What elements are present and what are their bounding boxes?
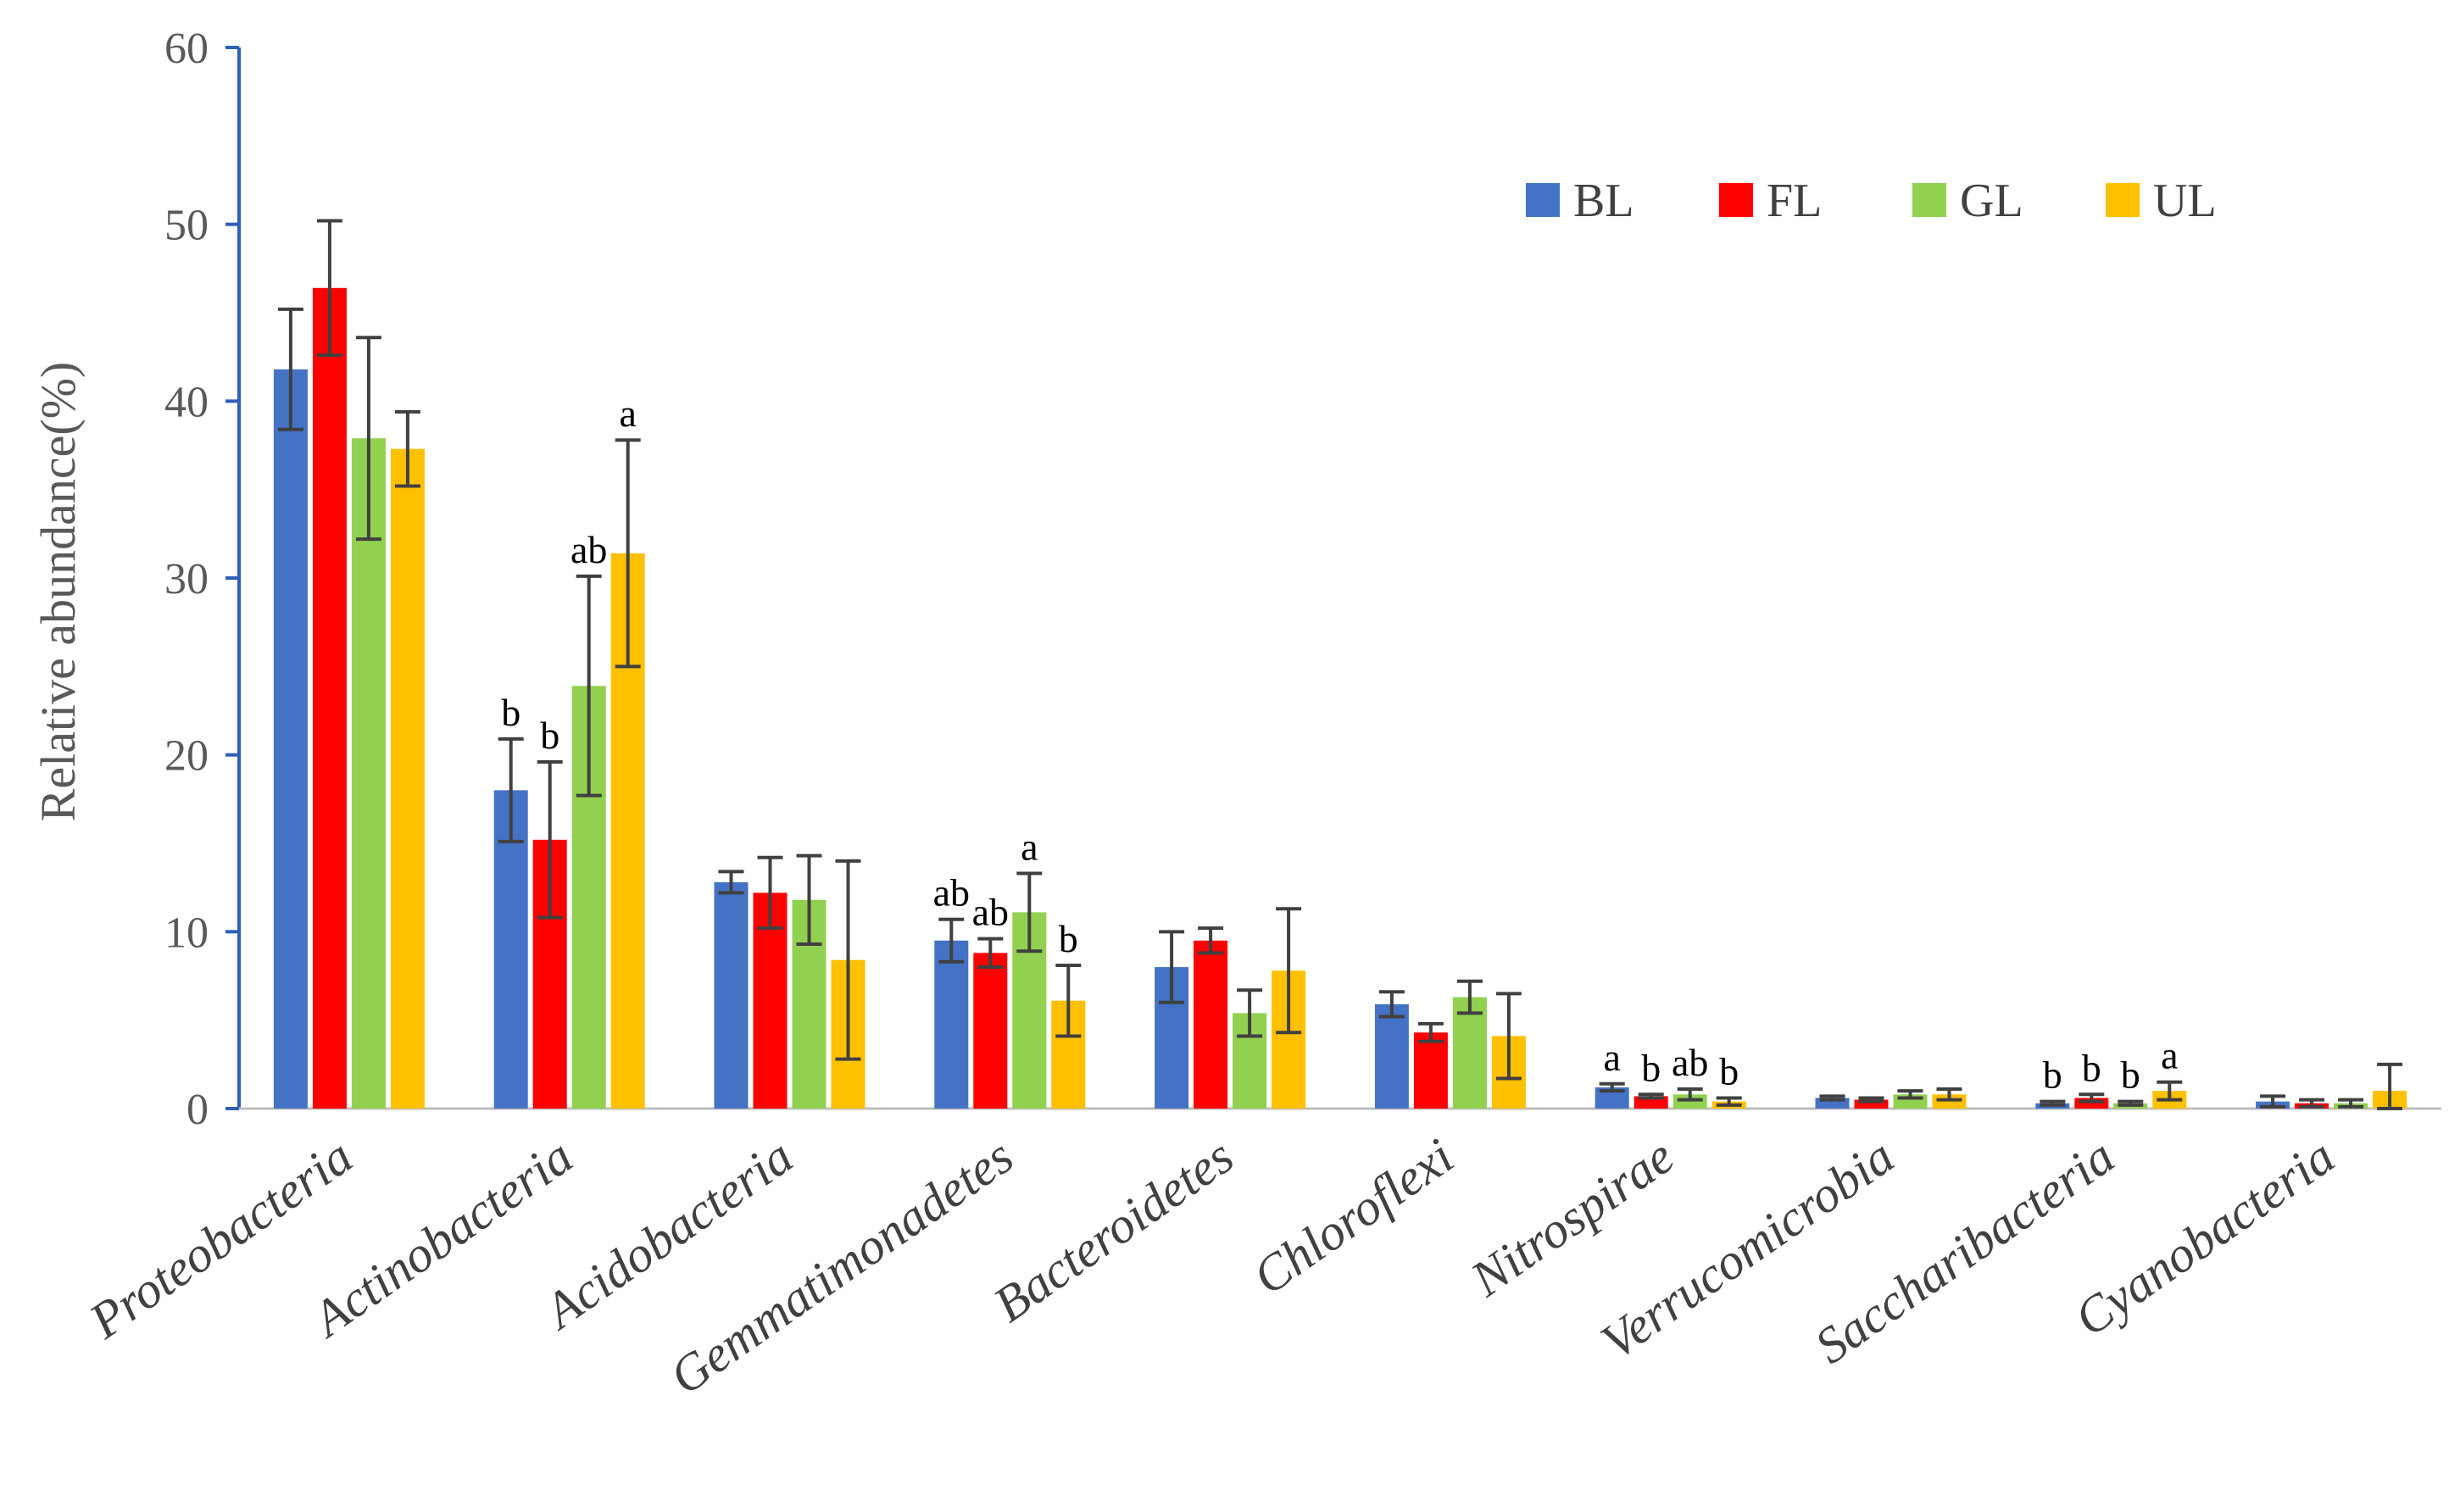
significance-label: b — [1641, 1046, 1661, 1089]
legend-label: BL — [1573, 175, 1634, 227]
bar — [1452, 997, 1487, 1109]
legend-swatch — [1526, 183, 1560, 217]
bar — [312, 287, 347, 1109]
significance-label: b — [2082, 1046, 2101, 1089]
bar — [1672, 1094, 1707, 1109]
y-tick-label: 0 — [186, 1086, 209, 1134]
legend-swatch — [2106, 183, 2140, 217]
bar — [351, 438, 386, 1109]
legend-label: GL — [1960, 175, 2023, 227]
bar — [1932, 1094, 1967, 1109]
category-label: Chloroflexi — [1243, 1128, 1463, 1306]
bar — [273, 369, 308, 1109]
y-tick-label: 50 — [164, 202, 209, 250]
bar — [1413, 1032, 1448, 1109]
bar — [714, 881, 749, 1109]
significance-label: a — [1021, 825, 1038, 868]
legend-swatch — [1912, 183, 1946, 217]
legend-swatch — [1719, 183, 1753, 217]
legend-label: UL — [2153, 175, 2217, 227]
legend: BL FL GL UL — [1526, 175, 2217, 227]
bar — [1374, 1003, 1409, 1109]
bar — [1194, 940, 1228, 1109]
category-label: Nitrospirae — [1461, 1128, 1684, 1308]
significance-label: a — [1603, 1036, 1620, 1079]
significance-label: b — [1719, 1049, 1739, 1092]
category-label: Bacteroidetes — [983, 1128, 1243, 1333]
bar — [390, 448, 425, 1109]
significance-label: a — [619, 392, 636, 435]
bar — [1854, 1099, 1889, 1109]
bar — [493, 790, 528, 1109]
significance-label: a — [2161, 1034, 2178, 1077]
significance-label: ab — [972, 891, 1009, 934]
y-tick-label: 60 — [164, 25, 209, 73]
y-tick-label: 10 — [164, 909, 209, 957]
significance-label: b — [501, 691, 520, 734]
significance-label: b — [2043, 1053, 2062, 1097]
category-labels: ProteobacteriaActinobacteriaAcidobacteri… — [79, 1128, 2345, 1405]
legend-label: FL — [1767, 175, 1822, 227]
y-tick-label: 30 — [164, 555, 209, 603]
significance-label: ab — [933, 871, 970, 914]
bar-series — [273, 287, 2407, 1109]
y-tick-label: 20 — [164, 732, 209, 781]
significance-label: ab — [570, 528, 607, 571]
error-bars — [277, 219, 2403, 1110]
significance-label: ab — [1672, 1041, 1708, 1084]
y-axis-label: Relative abundance(%) — [31, 362, 86, 822]
significance-label: b — [1059, 917, 1078, 960]
axes: 0 10 20 30 40 50 60 — [164, 25, 2441, 1134]
significance-label: b — [540, 714, 559, 757]
bar — [973, 953, 1008, 1109]
y-tick-label: 40 — [164, 378, 209, 426]
significance-label: b — [2121, 1053, 2140, 1097]
bar — [934, 940, 969, 1109]
